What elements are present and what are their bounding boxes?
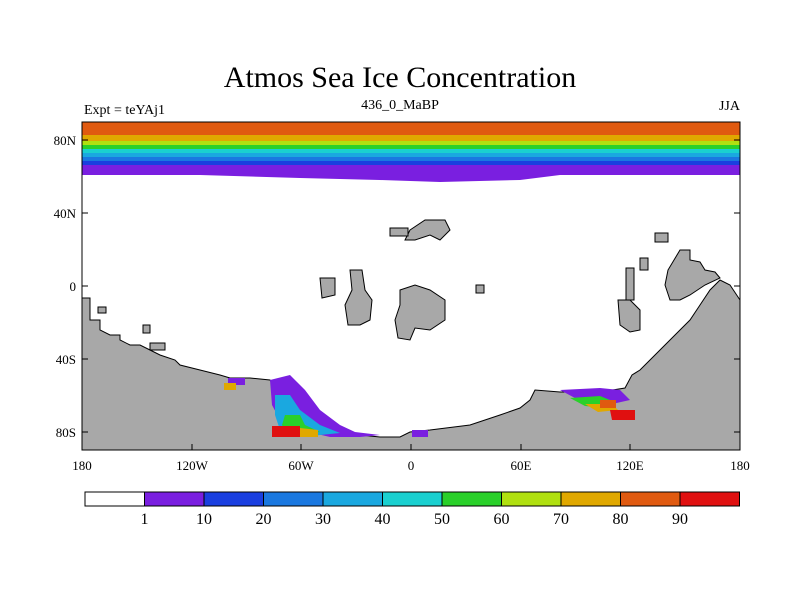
lon-label-180w: 180 <box>72 458 92 473</box>
lat-label-80s: 80S <box>56 425 76 440</box>
colorbar-box <box>263 491 324 507</box>
land-eastern-ridge <box>664 249 721 301</box>
colorbar-box <box>501 491 562 507</box>
colorbar-box <box>382 491 443 507</box>
lat-labels: 80N 40N 0 40S 80S <box>54 133 77 440</box>
lat-label-40n: 40N <box>54 206 77 221</box>
lat-label-80n: 80N <box>54 133 77 148</box>
season-label: JJA <box>718 99 740 114</box>
land-small-island-1 <box>389 227 409 237</box>
land-central-island <box>394 284 446 341</box>
colorbar-label: 50 <box>434 511 450 528</box>
colorbar-label: 1 <box>141 511 149 528</box>
land-islet-a <box>142 324 151 334</box>
colorbar-box <box>620 491 681 507</box>
colorbar-box <box>560 491 621 507</box>
lat-label-40s: 40S <box>56 352 76 367</box>
colorbar-label: 10 <box>196 511 212 528</box>
time-label: 436_0_MaBP <box>361 98 439 113</box>
land-central-west-island <box>344 269 373 326</box>
colorbar-label: 80 <box>613 511 629 528</box>
colorbar-box <box>203 491 264 507</box>
land-continent-west <box>81 279 741 451</box>
colorbar-box <box>84 491 145 507</box>
colorbar-labels: 1 10 20 30 40 50 60 70 80 90 <box>141 511 689 528</box>
colorbar-label: 70 <box>553 511 569 528</box>
lat-label-0: 0 <box>70 279 77 294</box>
land-islet-c <box>97 306 107 314</box>
lon-labels: 180 120W 60W 0 60E 120E 180 <box>72 458 750 473</box>
lon-label-120w: 120W <box>176 458 209 473</box>
land-east-islet-2 <box>654 232 669 243</box>
lon-label-60w: 60W <box>288 458 314 473</box>
lon-label-0: 0 <box>408 458 415 473</box>
antarctic-ice <box>224 375 635 437</box>
arctic-ice-bands <box>82 122 740 182</box>
land-islet-b <box>149 342 166 351</box>
colorbar-label: 30 <box>315 511 331 528</box>
colorbar-box <box>679 491 740 507</box>
axis-ticks <box>81 139 741 450</box>
land-east-islet-3 <box>625 267 635 301</box>
lon-label-120e: 120E <box>616 458 644 473</box>
colorbar-box <box>322 491 383 507</box>
land-east-islet-1 <box>639 257 649 271</box>
land-east-islands <box>617 299 641 333</box>
lon-label-180e: 180 <box>730 458 750 473</box>
colorbar <box>84 491 740 507</box>
land-islet-d <box>475 284 485 294</box>
lon-label-60e: 60E <box>511 458 532 473</box>
land-masses <box>81 219 741 451</box>
colorbar-label: 90 <box>672 511 688 528</box>
colorbar-label: 60 <box>494 511 510 528</box>
land-asia-fragment <box>404 219 451 241</box>
experiment-label: Expt = teYAj1 <box>84 103 165 118</box>
map-title: Atmos Sea Ice Concentration <box>223 61 577 94</box>
colorbar-box <box>144 491 205 507</box>
colorbar-label: 40 <box>375 511 391 528</box>
land-west-island <box>319 277 336 299</box>
colorbar-label: 20 <box>256 511 272 528</box>
colorbar-box <box>441 491 502 507</box>
